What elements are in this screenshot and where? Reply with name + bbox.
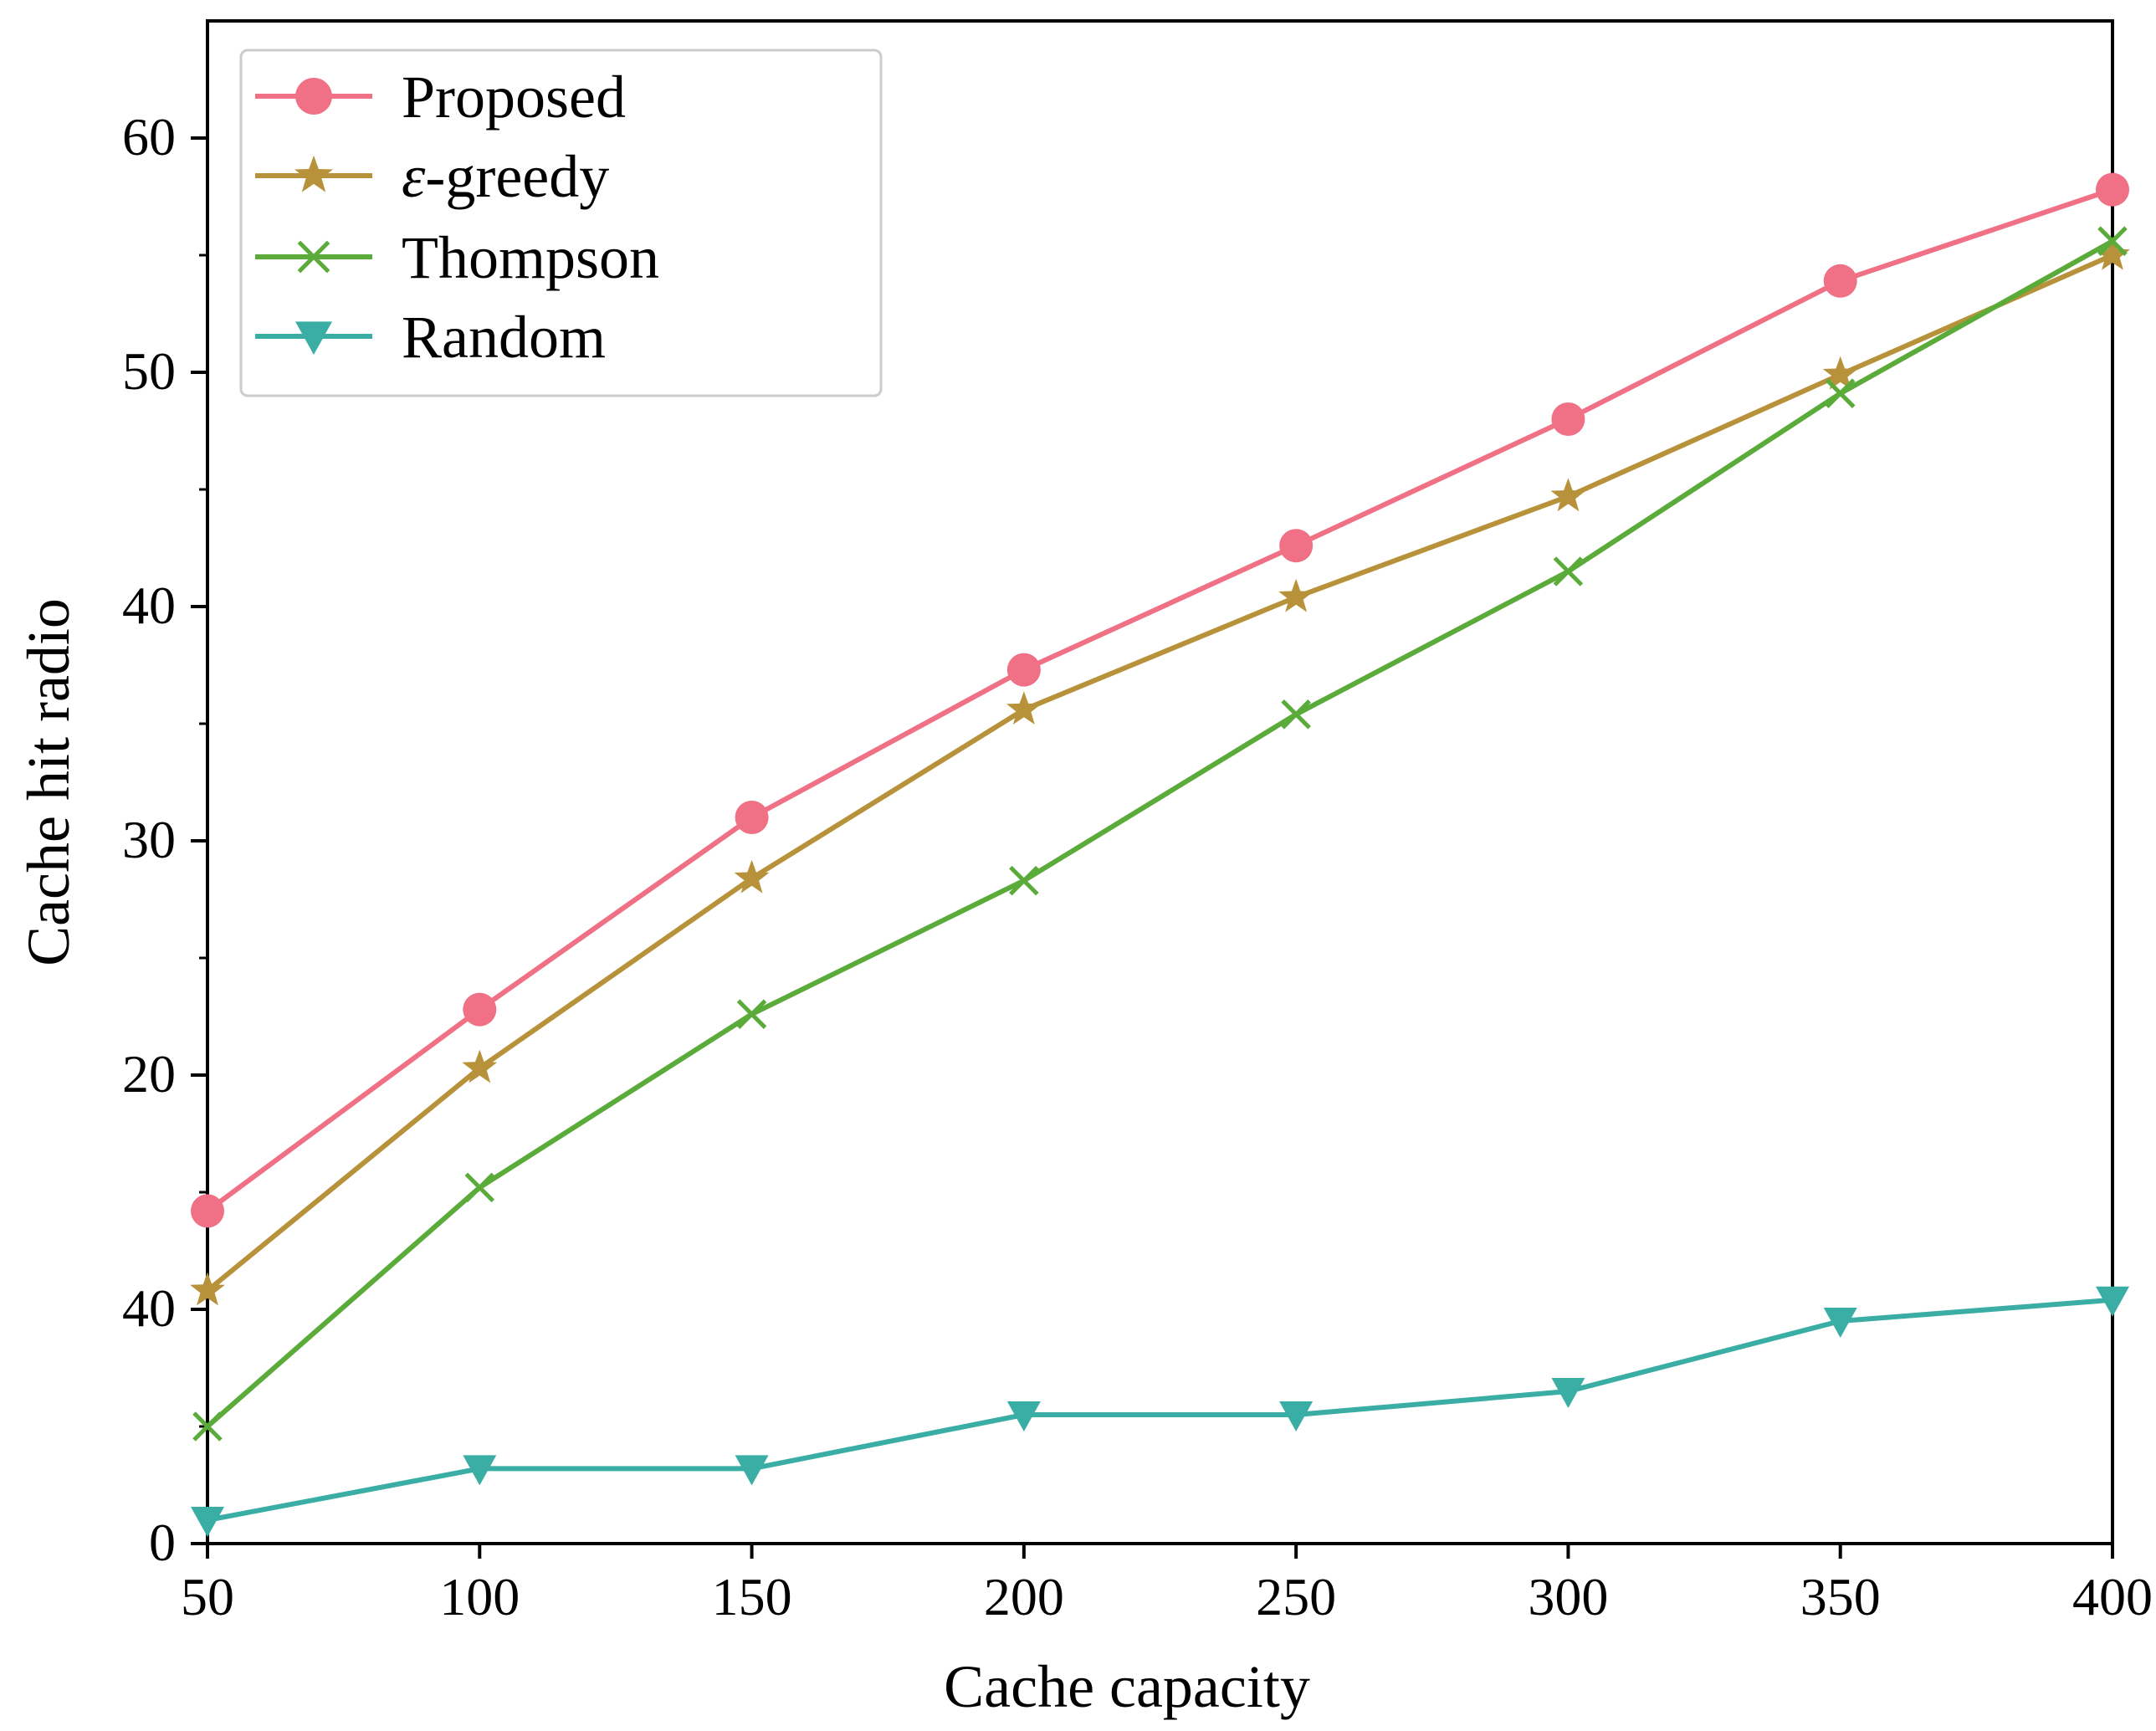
legend-name: -greedy [425, 143, 609, 210]
x-tick-label: 200 [984, 1567, 1064, 1626]
series-greedy [190, 237, 2130, 1306]
y-tick-label: 40 [122, 576, 176, 635]
data-point [463, 1455, 497, 1486]
data-point [2096, 172, 2129, 207]
series-line [207, 1297, 2113, 1523]
legend: Proposed ε-greedy Thompson Random [239, 49, 883, 397]
y-tick-label: 50 [122, 341, 176, 401]
y-tick-label: 20 [122, 1044, 176, 1104]
y-tick-label: 30 [122, 810, 176, 869]
legend-label: Thompson [402, 224, 659, 291]
x-tick-label: 400 [2072, 1567, 2153, 1626]
data-point [192, 1411, 223, 1442]
x-tick-label: 50 [181, 1567, 234, 1626]
plot-area [206, 19, 2114, 1545]
y-axis-title: Cache hit radio [15, 598, 82, 966]
x-tick-label: 350 [1800, 1567, 1881, 1626]
x-tick-label: 100 [439, 1567, 520, 1626]
data-point [1009, 865, 1039, 896]
series-line [206, 238, 2114, 1429]
data-point [295, 321, 332, 355]
data-point [1550, 478, 1586, 512]
x-tick-label: 250 [1256, 1567, 1336, 1626]
data-point [735, 1455, 769, 1486]
legend-box [239, 49, 883, 397]
legend-label: Proposed [402, 64, 626, 131]
data-point [462, 1049, 498, 1083]
data-point [191, 1507, 224, 1537]
series-line [206, 253, 2114, 1293]
data-point [1825, 378, 1856, 408]
data-point [1553, 556, 1584, 586]
y-axis-ticks: 0 40 20 30 40 50 60 [122, 107, 207, 1572]
data-point [191, 1194, 224, 1228]
y-tick-label: 0 [149, 1513, 176, 1572]
data-point [1551, 1378, 1585, 1408]
x-axis-title: Cache capacity [944, 1653, 1310, 1720]
data-point [1278, 578, 1314, 612]
legend-symbol: ε [402, 143, 426, 210]
x-axis-ticks: 50 100 150 200 250 300 350 400 [181, 1544, 2153, 1626]
data-point [1006, 691, 1042, 725]
data-point [1006, 653, 1041, 687]
data-point [1006, 1401, 1041, 1431]
data-point [295, 78, 332, 115]
data-point [463, 992, 497, 1027]
data-point [1551, 402, 1585, 436]
legend-label: Random [402, 304, 606, 371]
data-point [297, 240, 330, 274]
data-point [736, 999, 767, 1029]
y-tick-label: 60 [122, 107, 176, 166]
series-layer [190, 172, 2130, 1537]
x-tick-label: 150 [712, 1567, 792, 1626]
data-point [190, 1272, 225, 1306]
data-point [1281, 699, 1311, 730]
series-line [206, 187, 2113, 1213]
series-random [191, 1286, 2129, 1537]
data-point [734, 859, 770, 894]
data-point [1823, 1308, 1857, 1338]
data-point [294, 155, 333, 192]
y-tick-label: 40 [122, 1278, 176, 1338]
data-point [1279, 1401, 1314, 1431]
data-point [1822, 356, 1858, 390]
data-point [1823, 264, 1857, 298]
series-thompson [192, 226, 2128, 1442]
data-point [1279, 529, 1314, 563]
data-point [2096, 1286, 2129, 1317]
legend-label: ε-greedy [402, 143, 609, 210]
data-point [2097, 226, 2128, 256]
series-proposed [191, 172, 2129, 1228]
data-point [464, 1172, 495, 1203]
data-point [735, 801, 769, 834]
x-tick-label: 300 [1528, 1567, 1608, 1626]
data-point [2095, 237, 2130, 270]
